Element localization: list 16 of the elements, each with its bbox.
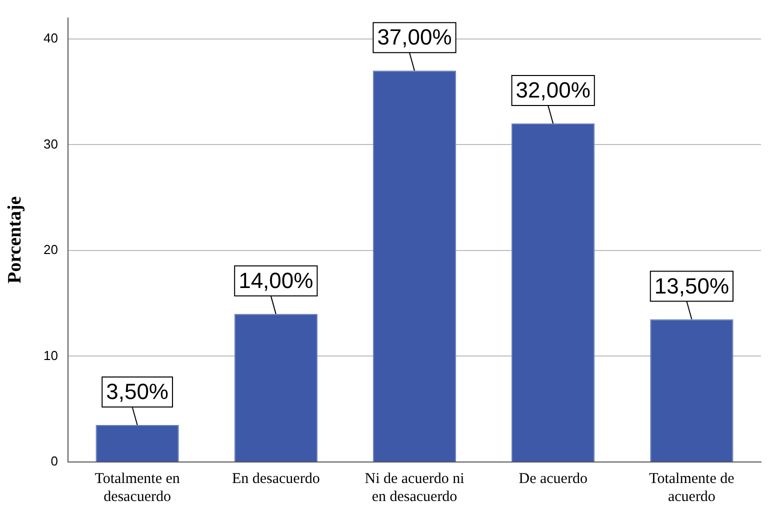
y-tick-label: 40 — [44, 30, 58, 46]
x-tick-label: De acuerdo — [518, 470, 588, 487]
data-label: 32,00% — [516, 78, 590, 103]
y-tick-label: 10 — [44, 348, 58, 363]
x-tick-label: Ni de acuerdo ni en desacuerdo — [364, 470, 464, 505]
data-label: 37,00% — [377, 24, 452, 50]
data-label: 14,00% — [238, 268, 314, 293]
y-tick-label: 20 — [44, 242, 58, 258]
data-label: 3,50% — [106, 379, 168, 404]
x-tick-label: En desacuerdo — [232, 470, 320, 487]
x-tick-label: Totalmente en desacuerdo — [94, 470, 180, 505]
y-axis-title: Porcentaje — [4, 196, 26, 284]
data-label: 13,50% — [654, 273, 730, 298]
y-tick-label: 0 — [50, 454, 58, 469]
y-tick-label: 30 — [44, 136, 58, 152]
x-tick-label: Totalmente de acuerdo — [649, 470, 735, 505]
